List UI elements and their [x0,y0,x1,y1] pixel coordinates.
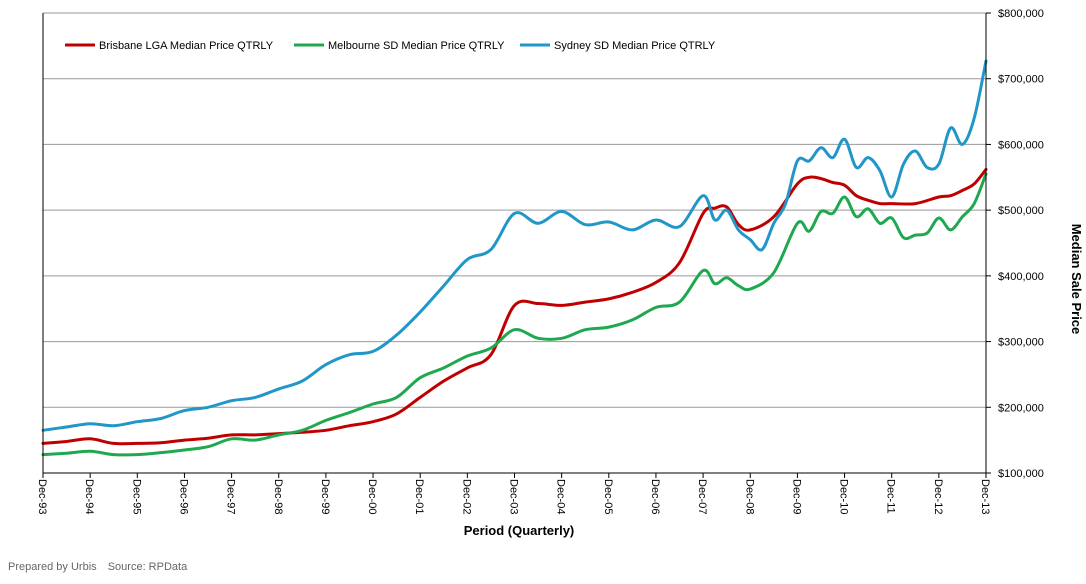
y-axis-ticks: $100,000 $200,000 $300,000 $400,000 $500,000… [986,8,1044,480]
legend-label: Brisbane LGA Median Price QTRLY [99,40,274,52]
x-tick-label: Dec-02 [460,479,472,514]
x-tick-label: Dec-12 [932,479,944,514]
x-tick-label: Dec-98 [272,479,284,514]
y-tick-label: $400,000 [998,271,1044,283]
legend: Brisbane LGA Median Price QTRLY Melbourne… [65,40,716,52]
x-tick-label: Dec-93 [36,479,48,514]
axes [42,13,987,474]
sydney-series-line [41,59,988,432]
x-tick-label: Dec-09 [790,479,802,514]
x-axis-ticks: Dec-93 Dec-94 Dec-95 Dec-96 Dec-97 Dec-98 Dec-… [36,473,991,514]
gridlines [43,12,986,474]
x-tick-label: Dec-96 [177,479,189,514]
x-tick-label: Dec-97 [225,479,237,514]
footer: Prepared by Urbis Source: RPData [8,561,187,573]
y-tick-label: $300,000 [998,337,1044,349]
source-note: Source: RPData [107,561,188,573]
y-tick-label: $600,000 [998,139,1044,151]
x-tick-label: Dec-95 [130,479,142,514]
legend-label: Sydney SD Median Price QTRLY [554,40,716,52]
y-tick-label: $100,000 [998,468,1044,480]
legend-item-brisbane: Brisbane LGA Median Price QTRLY [65,40,274,52]
y-tick-label: $800,000 [998,8,1044,20]
x-tick-label: Dec-05 [602,479,614,514]
melbourne-series-line [41,172,988,457]
x-tick-label: Dec-07 [696,479,708,514]
x-tick-label: Dec-03 [508,479,520,514]
brisbane-series-line [41,167,988,446]
x-tick-label: Dec-11 [885,479,897,514]
legend-item-melbourne: Melbourne SD Median Price QTRLY [294,40,505,52]
x-tick-label: Dec-94 [83,479,95,514]
x-tick-label: Dec-06 [649,479,661,514]
series-layer [41,59,988,457]
y-tick-label: $200,000 [998,402,1044,414]
x-tick-label: Dec-08 [743,479,755,514]
x-tick-label: Dec-13 [979,479,991,514]
x-tick-label: Dec-04 [555,479,567,514]
x-tick-label: Dec-99 [319,479,331,514]
y-tick-label: $500,000 [998,205,1044,217]
prepared-by-note: Prepared by Urbis [8,561,97,573]
y-axis-title: Median Sale Price [1069,224,1084,335]
x-tick-label: Dec-10 [838,479,850,514]
legend-label: Melbourne SD Median Price QTRLY [328,40,505,52]
x-tick-label: Dec-00 [366,479,378,514]
x-tick-label: Dec-01 [413,479,425,514]
x-axis-title: Period (Quarterly) [464,523,575,538]
y-tick-label: $700,000 [998,74,1044,86]
legend-item-sydney: Sydney SD Median Price QTRLY [520,40,716,52]
